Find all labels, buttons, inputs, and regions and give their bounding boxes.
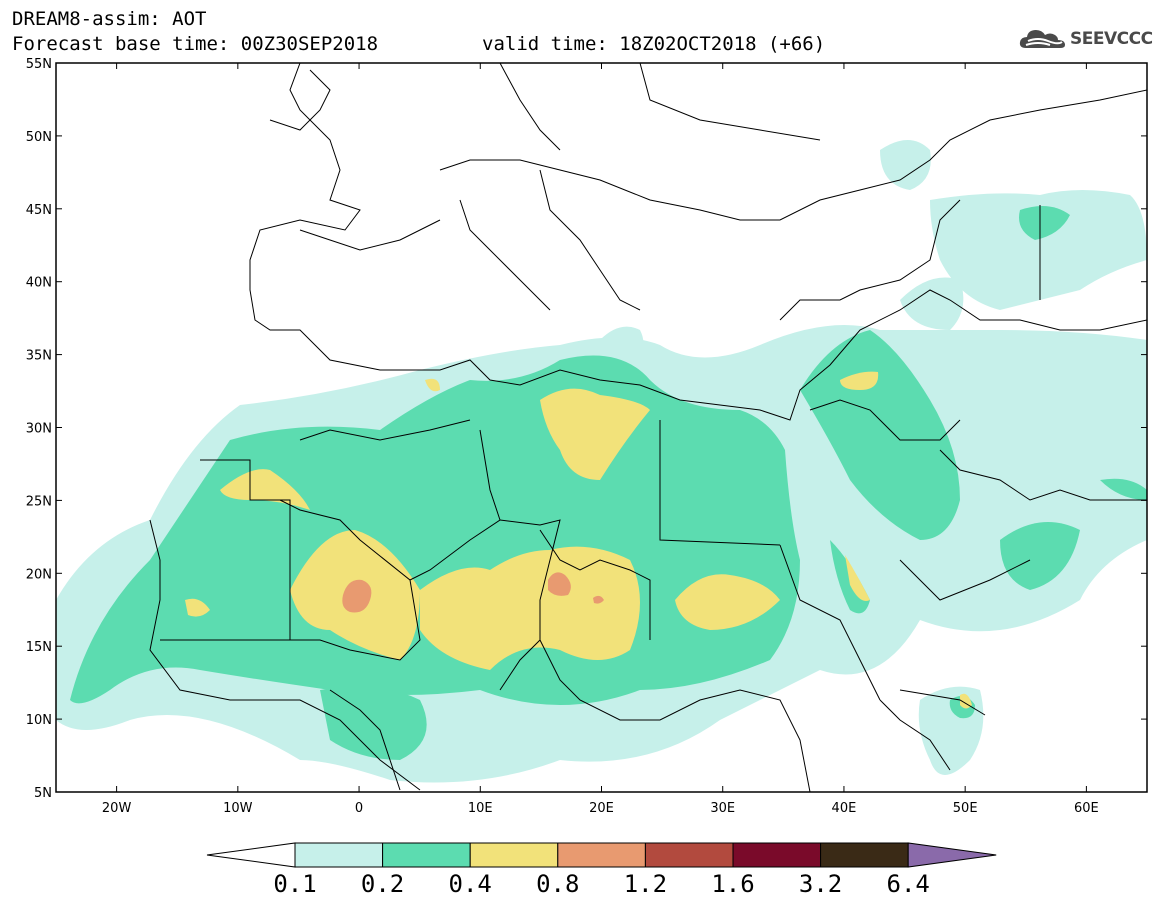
map-frame	[55, 62, 1148, 793]
colorbar-label: 0.2	[361, 870, 404, 898]
lon-label-50e: 50E	[953, 801, 978, 816]
lon-label-0: 0	[355, 801, 363, 816]
lat-label-40n: 40N	[26, 276, 52, 291]
longitude-labels: 20W 10W 0 10E 20E 30E 40E 50E 60E	[102, 801, 1099, 816]
lat-label-30n: 30N	[26, 422, 52, 437]
colorbar-label: 3.2	[799, 870, 842, 898]
colorbar	[206, 842, 997, 868]
colorbar-over-arrow	[907, 842, 997, 868]
cloud-icon	[1019, 30, 1065, 48]
colorbar-labels: 0.1 0.2 0.4 0.8 1.2 1.6 3.2 6.4	[273, 870, 930, 898]
lat-label-45n: 45N	[26, 203, 52, 218]
lon-label-40e: 40E	[832, 801, 857, 816]
lon-label-30e: 30E	[710, 801, 735, 816]
latitude-labels: 55N 50N 45N 40N 35N 30N 25N 20N 15N 10N 5N	[26, 57, 52, 801]
lat-label-25n: 25N	[26, 494, 52, 509]
colorbar-bin-2	[382, 842, 471, 868]
colorbar-bin-1	[294, 842, 384, 868]
colorbar-bin-4	[557, 842, 646, 868]
lon-label-10e: 10E	[468, 801, 493, 816]
lat-label-10n: 10N	[26, 713, 52, 728]
lat-label-35n: 35N	[26, 349, 52, 364]
colorbar-bin-7	[820, 842, 909, 868]
lon-label-20e: 20E	[589, 801, 614, 816]
colorbar-label: 0.8	[536, 870, 579, 898]
aot-field	[56, 140, 1147, 783]
lon-label-10w: 10W	[223, 801, 253, 816]
lat-label-50n: 50N	[26, 130, 52, 145]
lon-label-20w: 20W	[102, 801, 132, 816]
lat-label-5n: 5N	[34, 786, 52, 801]
forecast-base-time: Forecast base time: 00Z30SEP2018	[12, 33, 379, 55]
colorbar-label: 1.6	[711, 870, 754, 898]
lon-label-60e: 60E	[1074, 801, 1099, 816]
seevccc-logo: SEEVCCC	[1018, 26, 1153, 52]
lat-label-55n: 55N	[26, 57, 52, 72]
lat-label-20n: 20N	[26, 567, 52, 582]
country-borders	[149, 63, 1147, 792]
colorbar-bin-5	[644, 842, 734, 868]
lat-label-15n: 15N	[26, 640, 52, 655]
colorbar-label: 6.4	[887, 870, 930, 898]
aot-level-0-8	[342, 572, 604, 613]
colorbar-under-arrow	[206, 842, 296, 868]
colorbar-label: 0.1	[273, 870, 316, 898]
colorbar-bin-6	[732, 842, 822, 868]
colorbar-bin-3	[469, 842, 559, 868]
valid-time: valid time: 18Z02OCT2018 (+66)	[482, 33, 826, 55]
map-title: DREAM8-assim: AOT	[12, 8, 207, 30]
colorbar-label: 1.2	[624, 870, 667, 898]
colorbar-label: 0.4	[449, 870, 492, 898]
logo-text: SEEVCCC	[1070, 29, 1153, 49]
